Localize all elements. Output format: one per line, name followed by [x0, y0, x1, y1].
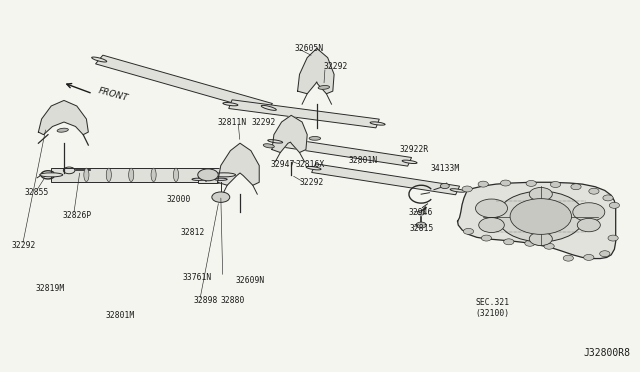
- Ellipse shape: [40, 173, 63, 177]
- Polygon shape: [198, 176, 221, 183]
- Polygon shape: [273, 137, 412, 166]
- Text: 32801M: 32801M: [106, 311, 135, 320]
- Circle shape: [416, 222, 426, 228]
- Polygon shape: [312, 164, 460, 195]
- Polygon shape: [458, 182, 616, 259]
- Text: 32898: 32898: [193, 296, 218, 305]
- Ellipse shape: [306, 166, 321, 170]
- Circle shape: [525, 240, 535, 246]
- Circle shape: [476, 199, 508, 218]
- Text: 32855: 32855: [24, 188, 49, 197]
- Ellipse shape: [268, 140, 283, 143]
- Text: 34133M: 34133M: [430, 164, 460, 173]
- Ellipse shape: [370, 122, 385, 125]
- Circle shape: [608, 235, 618, 241]
- Ellipse shape: [223, 103, 238, 106]
- Circle shape: [500, 180, 511, 186]
- Ellipse shape: [261, 105, 276, 110]
- Ellipse shape: [129, 168, 134, 182]
- Polygon shape: [228, 100, 380, 128]
- Text: J32800R8: J32800R8: [584, 348, 630, 358]
- Ellipse shape: [450, 189, 465, 192]
- Text: 32292: 32292: [323, 62, 348, 71]
- Ellipse shape: [106, 168, 111, 182]
- Text: SEC.321
(32100): SEC.321 (32100): [476, 298, 509, 318]
- Circle shape: [603, 195, 613, 201]
- Ellipse shape: [192, 178, 205, 180]
- Text: 33761N: 33761N: [182, 273, 212, 282]
- Ellipse shape: [212, 173, 236, 177]
- Text: 32811N: 32811N: [218, 118, 247, 126]
- Circle shape: [584, 254, 594, 260]
- Ellipse shape: [263, 144, 275, 148]
- Polygon shape: [51, 168, 224, 182]
- Text: 32946: 32946: [408, 208, 433, 217]
- Circle shape: [544, 243, 554, 249]
- Text: 32947: 32947: [270, 160, 294, 169]
- Ellipse shape: [92, 57, 107, 62]
- Circle shape: [463, 228, 474, 234]
- Circle shape: [529, 187, 552, 201]
- Polygon shape: [38, 100, 88, 135]
- Circle shape: [609, 202, 620, 208]
- Circle shape: [479, 218, 504, 232]
- Circle shape: [504, 239, 514, 245]
- Text: FRONT: FRONT: [97, 87, 129, 103]
- Circle shape: [577, 218, 600, 232]
- Circle shape: [440, 183, 449, 189]
- Ellipse shape: [402, 160, 417, 164]
- Ellipse shape: [151, 168, 156, 182]
- Circle shape: [529, 232, 552, 246]
- Text: 32819M: 32819M: [35, 284, 65, 293]
- Circle shape: [563, 255, 573, 261]
- Circle shape: [573, 203, 605, 221]
- Ellipse shape: [84, 168, 89, 182]
- Text: 32605N: 32605N: [294, 44, 324, 53]
- Text: 32292: 32292: [252, 118, 276, 126]
- Ellipse shape: [57, 128, 68, 132]
- Polygon shape: [272, 115, 307, 153]
- Text: 32826P: 32826P: [63, 211, 92, 219]
- Text: 32880: 32880: [221, 296, 245, 305]
- Text: 32815: 32815: [410, 224, 434, 233]
- Circle shape: [481, 235, 492, 241]
- Circle shape: [478, 181, 488, 187]
- Polygon shape: [95, 55, 273, 112]
- Circle shape: [510, 199, 572, 234]
- Circle shape: [417, 211, 425, 215]
- Text: 32292: 32292: [300, 178, 324, 187]
- Polygon shape: [298, 48, 334, 94]
- Text: 32000: 32000: [166, 195, 191, 203]
- Ellipse shape: [318, 86, 330, 89]
- Text: 32922R: 32922R: [400, 145, 429, 154]
- Circle shape: [589, 188, 599, 194]
- Ellipse shape: [173, 168, 179, 182]
- Ellipse shape: [309, 137, 321, 140]
- Circle shape: [600, 251, 610, 257]
- Circle shape: [212, 192, 230, 202]
- Text: 32801N: 32801N: [349, 156, 378, 165]
- Ellipse shape: [214, 178, 227, 180]
- Circle shape: [526, 180, 536, 186]
- Circle shape: [550, 182, 561, 187]
- Circle shape: [462, 186, 472, 192]
- Circle shape: [571, 184, 581, 190]
- Text: 32816X: 32816X: [296, 160, 325, 169]
- Text: 32292: 32292: [12, 241, 36, 250]
- Text: 32812: 32812: [180, 228, 205, 237]
- Circle shape: [198, 169, 218, 181]
- Text: 32609N: 32609N: [236, 276, 265, 285]
- Circle shape: [497, 191, 584, 242]
- Polygon shape: [218, 143, 259, 185]
